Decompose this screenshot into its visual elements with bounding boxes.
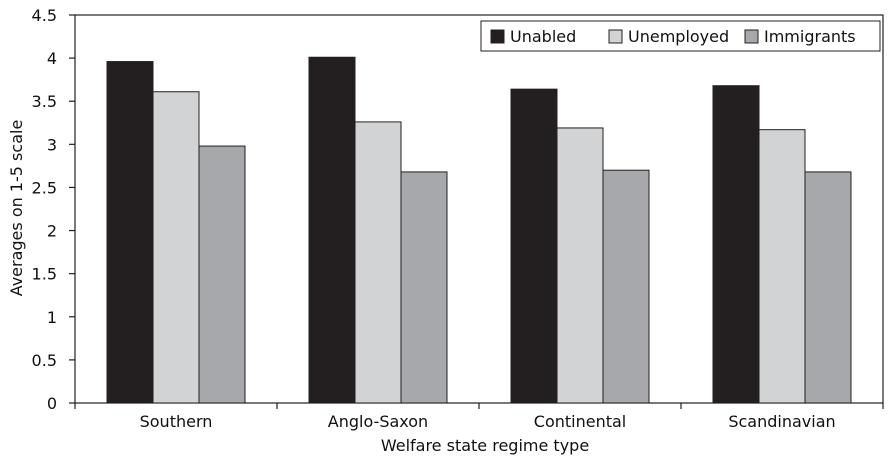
bars — [106, 56, 852, 404]
y-tick-label: 4.5 — [32, 6, 57, 25]
bar-unemployed-scandinavian — [758, 129, 806, 404]
legend-swatch-immigrants — [744, 29, 759, 44]
bar-unabled-scandinavian — [712, 85, 760, 404]
legend-label-unemployed: Unemployed — [628, 27, 729, 46]
bar-immigrants-scandinavian — [804, 171, 852, 404]
bar-immigrants-anglo-saxon — [400, 171, 448, 404]
y-tick-label: 4 — [47, 49, 57, 68]
bar-unemployed-southern — [152, 91, 200, 404]
bar-unabled-anglo-saxon — [308, 56, 356, 404]
legend-label-immigrants: Immigrants — [764, 27, 856, 46]
y-tick-label: 1 — [47, 308, 57, 327]
y-axis-title: Averages on 1-5 scale — [7, 120, 26, 297]
legend-label-unabled: Unabled — [510, 27, 576, 46]
legend-box — [480, 20, 881, 52]
y-tick-label: 2 — [47, 222, 57, 241]
x-category-label: Anglo-Saxon — [328, 412, 428, 431]
x-axis: Southern Anglo-Saxon Continental Scandinavi… — [74, 403, 884, 431]
y-tick-label: 0 — [47, 394, 57, 413]
y-tick-label: 0.5 — [32, 351, 57, 370]
bar-unemployed-continental — [556, 127, 604, 404]
legend-swatch-unabled — [490, 29, 505, 44]
x-category-label: Scandinavian — [728, 412, 835, 431]
x-category-label: Continental — [534, 412, 626, 431]
y-tick-label: 2.5 — [32, 178, 57, 197]
legend: Unabled Unemployed Immigrants — [480, 20, 881, 52]
bar-unemployed-anglo-saxon — [354, 121, 402, 404]
y-tick-label: 1.5 — [32, 265, 57, 284]
y-tick-label: 3.5 — [32, 92, 57, 111]
bar-unabled-continental — [510, 88, 558, 404]
bar-immigrants-continental — [602, 169, 650, 404]
x-category-label: Southern — [140, 412, 213, 431]
x-axis-title: Welfare state regime type — [381, 436, 589, 455]
bar-unabled-southern — [106, 61, 154, 404]
y-tick-label: 3 — [47, 135, 57, 154]
bar-immigrants-southern — [198, 145, 246, 404]
legend-swatch-unemployed — [608, 29, 623, 44]
